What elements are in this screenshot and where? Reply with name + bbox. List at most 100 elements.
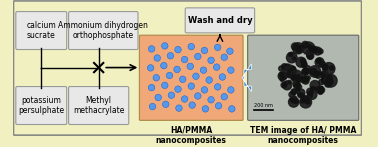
Circle shape (288, 80, 291, 84)
Circle shape (189, 102, 195, 108)
Circle shape (324, 77, 328, 82)
Circle shape (310, 81, 320, 90)
Circle shape (187, 63, 194, 70)
Circle shape (308, 45, 311, 48)
Circle shape (296, 84, 302, 90)
Circle shape (175, 86, 181, 92)
Circle shape (174, 66, 180, 73)
Circle shape (293, 80, 300, 87)
Circle shape (181, 56, 188, 63)
Circle shape (284, 65, 296, 78)
Circle shape (302, 76, 308, 82)
Circle shape (279, 66, 284, 71)
Circle shape (300, 94, 305, 98)
Circle shape (285, 64, 290, 69)
Circle shape (318, 49, 323, 54)
Circle shape (310, 87, 314, 91)
Circle shape (302, 41, 308, 48)
Circle shape (324, 66, 328, 70)
Circle shape (168, 92, 175, 98)
Circle shape (176, 105, 182, 111)
Circle shape (307, 90, 317, 99)
Circle shape (315, 71, 322, 78)
Circle shape (323, 63, 335, 75)
FancyArrow shape (242, 64, 251, 92)
Circle shape (166, 72, 173, 79)
Circle shape (321, 71, 325, 76)
Circle shape (293, 57, 296, 60)
FancyBboxPatch shape (68, 12, 138, 50)
Circle shape (291, 70, 302, 82)
Circle shape (281, 82, 287, 88)
Circle shape (308, 93, 312, 98)
Circle shape (316, 86, 323, 93)
Circle shape (321, 78, 327, 84)
Circle shape (302, 77, 309, 84)
Circle shape (306, 50, 313, 56)
Circle shape (291, 89, 297, 95)
Circle shape (161, 62, 167, 69)
Circle shape (311, 46, 318, 53)
Circle shape (307, 53, 311, 57)
Circle shape (309, 91, 313, 95)
Circle shape (163, 101, 169, 108)
Circle shape (206, 77, 212, 83)
Circle shape (302, 69, 308, 75)
Circle shape (305, 66, 311, 72)
Circle shape (305, 99, 310, 104)
Circle shape (155, 94, 161, 101)
Circle shape (161, 82, 168, 89)
Circle shape (180, 76, 186, 82)
Circle shape (298, 92, 303, 98)
Circle shape (302, 68, 309, 75)
Circle shape (149, 103, 156, 110)
Circle shape (281, 73, 287, 79)
Circle shape (291, 43, 299, 50)
Circle shape (293, 75, 297, 80)
Text: Methyl
methacrylate: Methyl methacrylate (73, 96, 124, 115)
Circle shape (292, 89, 297, 94)
Circle shape (307, 88, 313, 95)
Circle shape (289, 92, 294, 97)
Circle shape (201, 47, 208, 54)
Circle shape (148, 84, 155, 91)
Circle shape (148, 46, 155, 52)
Circle shape (290, 98, 293, 102)
Circle shape (202, 106, 209, 112)
Circle shape (307, 76, 310, 80)
Circle shape (201, 87, 208, 93)
Circle shape (297, 89, 305, 97)
Circle shape (322, 77, 327, 82)
Circle shape (200, 67, 207, 73)
Text: TEM image of HA/ PMMA
nanocomposites: TEM image of HA/ PMMA nanocomposites (250, 126, 356, 145)
Circle shape (208, 97, 214, 103)
Circle shape (310, 68, 316, 75)
FancyBboxPatch shape (68, 87, 129, 125)
Circle shape (188, 43, 194, 50)
Circle shape (302, 42, 315, 55)
Circle shape (291, 75, 296, 80)
Circle shape (221, 54, 228, 61)
Circle shape (214, 84, 221, 90)
Circle shape (314, 49, 318, 52)
Circle shape (283, 81, 292, 90)
Circle shape (302, 62, 307, 67)
Circle shape (292, 99, 296, 103)
Circle shape (215, 103, 222, 109)
Circle shape (321, 73, 327, 79)
Circle shape (294, 83, 300, 89)
Circle shape (278, 72, 287, 80)
Circle shape (296, 57, 306, 67)
Circle shape (175, 46, 181, 53)
Text: calcium
sucrate: calcium sucrate (26, 21, 56, 40)
Circle shape (227, 48, 233, 54)
FancyBboxPatch shape (248, 35, 359, 120)
Circle shape (181, 96, 188, 102)
Circle shape (147, 65, 154, 71)
Circle shape (325, 81, 331, 87)
Circle shape (326, 78, 333, 85)
Circle shape (284, 64, 290, 70)
Circle shape (316, 87, 319, 90)
Circle shape (301, 59, 305, 63)
Circle shape (325, 75, 329, 79)
